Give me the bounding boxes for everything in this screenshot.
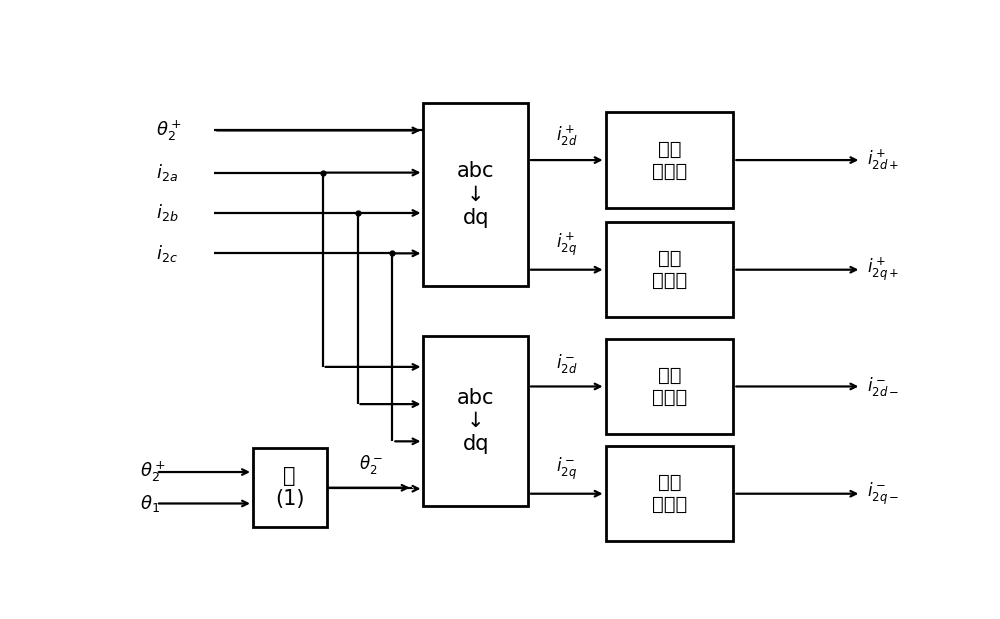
Text: 陷波
滤波器: 陷波 滤波器 <box>652 249 687 290</box>
Bar <box>423 337 528 506</box>
Text: $i_{2a}$: $i_{2a}$ <box>156 162 178 183</box>
Bar <box>423 103 528 287</box>
Text: $i_{2q-}^-$: $i_{2q-}^-$ <box>867 480 900 507</box>
Text: abc
↓
dq: abc ↓ dq <box>457 162 494 228</box>
Bar <box>606 339 733 434</box>
Text: $\theta_2^+$: $\theta_2^+$ <box>156 118 182 142</box>
Text: $i_{2q}^+$: $i_{2q}^+$ <box>556 230 577 258</box>
Text: abc
↓
dq: abc ↓ dq <box>457 388 494 454</box>
Text: $i_{2c}$: $i_{2c}$ <box>156 243 178 264</box>
Text: $\theta_2^+$: $\theta_2^+$ <box>140 460 167 484</box>
Text: $\theta_2^-$: $\theta_2^-$ <box>359 453 384 476</box>
Text: $i_{2d+}^+$: $i_{2d+}^+$ <box>867 148 900 172</box>
Bar <box>606 113 733 208</box>
Text: 陷波
滤波器: 陷波 滤波器 <box>652 366 687 407</box>
Text: 陷波
滤波器: 陷波 滤波器 <box>652 473 687 514</box>
Text: $i_{2d-}^-$: $i_{2d-}^-$ <box>867 375 900 398</box>
Bar <box>606 222 733 318</box>
Text: 陷波
滤波器: 陷波 滤波器 <box>652 139 687 181</box>
Text: $\theta_1$: $\theta_1$ <box>140 493 160 514</box>
Text: $i_{2b}$: $i_{2b}$ <box>156 202 178 223</box>
Text: $i_{2q+}^+$: $i_{2q+}^+$ <box>867 256 900 284</box>
Text: $i_{2q}^-$: $i_{2q}^-$ <box>556 456 577 482</box>
Text: $i_{2d}^-$: $i_{2d}^-$ <box>556 352 577 374</box>
Text: 式
(1): 式 (1) <box>275 466 304 509</box>
Bar <box>253 448 326 527</box>
Bar <box>606 446 733 542</box>
Text: $i_{2d}^+$: $i_{2d}^+$ <box>556 124 577 148</box>
